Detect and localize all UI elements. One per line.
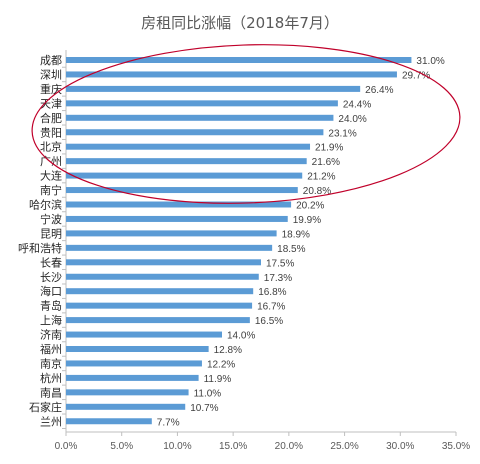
bar — [66, 288, 254, 295]
category-label: 合肥 — [40, 111, 62, 125]
category-label: 青岛 — [40, 299, 62, 313]
data-label: 12.2% — [207, 359, 235, 370]
category-label: 成都 — [40, 54, 62, 67]
bar — [66, 143, 311, 150]
category-label: 天津 — [40, 97, 62, 110]
x-tick-label: 15.0% — [219, 441, 247, 452]
category-label: 兰州 — [40, 415, 62, 428]
data-label: 10.7% — [190, 403, 218, 414]
bar — [66, 418, 152, 425]
bar — [66, 302, 253, 309]
bar — [66, 273, 259, 280]
category-label: 海口 — [40, 284, 62, 298]
data-label: 12.8% — [214, 345, 242, 356]
data-label: 29.7% — [402, 70, 430, 81]
x-tick-label: 35.0% — [442, 441, 470, 452]
data-label: 14.0% — [227, 331, 255, 342]
data-label: 23.1% — [328, 128, 356, 139]
bar — [66, 71, 397, 78]
x-tick-label: 25.0% — [330, 441, 358, 452]
category-label: 长沙 — [40, 271, 62, 284]
bar — [66, 215, 288, 222]
data-label: 21.9% — [315, 143, 343, 154]
category-label: 贵阳 — [40, 126, 62, 139]
data-label: 17.3% — [264, 273, 292, 284]
bar — [66, 259, 261, 266]
bar — [66, 129, 324, 136]
category-label: 南京 — [40, 356, 62, 370]
category-label: 重庆 — [40, 82, 62, 96]
data-label: 17.5% — [266, 258, 294, 269]
data-label: 11.0% — [194, 388, 222, 399]
data-label: 26.4% — [365, 85, 393, 96]
category-label: 深圳 — [40, 68, 62, 81]
highlight-ellipse — [31, 44, 461, 204]
bar — [66, 172, 303, 179]
category-label: 哈尔滨 — [29, 198, 62, 212]
data-label: 16.8% — [258, 287, 286, 298]
data-label: 18.9% — [282, 229, 310, 240]
bar — [66, 85, 361, 92]
x-tick-label: 20.0% — [275, 441, 303, 452]
data-label: 16.7% — [257, 302, 285, 313]
bar — [66, 230, 277, 237]
chart-title: 房租同比涨幅（2018年7月） — [141, 14, 339, 32]
bar — [66, 57, 412, 63]
bar — [66, 360, 202, 367]
data-label: 16.5% — [255, 316, 283, 327]
bar — [66, 187, 298, 194]
x-tick-label: 0.0% — [55, 441, 78, 452]
data-label: 24.0% — [338, 114, 366, 125]
category-label: 上海 — [40, 313, 62, 327]
data-label: 21.2% — [307, 172, 335, 183]
bar — [66, 158, 307, 165]
category-label: 南昌 — [40, 386, 62, 399]
data-label: 24.4% — [343, 99, 371, 110]
data-label: 31.0% — [416, 56, 444, 67]
bar — [66, 244, 273, 251]
x-tick-label: 5.0% — [110, 441, 133, 452]
bar — [66, 331, 222, 338]
category-label: 大连 — [40, 169, 62, 183]
data-label: 7.7% — [157, 417, 180, 428]
data-label: 11.9% — [204, 374, 232, 385]
category-label: 济南 — [40, 328, 62, 342]
x-tick-label: 30.0% — [386, 441, 414, 452]
x-tick-label: 10.0% — [163, 441, 191, 452]
plot-area: 成都 31.0% 深圳 29.7% 重庆 26.4% 天津 24.4% 合肥 24.0% 贵阳 23.… — [18, 44, 470, 452]
bar — [66, 403, 186, 410]
bar — [66, 201, 292, 208]
bar — [66, 374, 199, 381]
category-label: 石家庄 — [29, 400, 62, 414]
data-label: 18.5% — [277, 244, 305, 255]
category-label: 北京 — [40, 140, 62, 154]
category-label: 宁波 — [40, 212, 62, 226]
data-label: 20.8% — [303, 186, 331, 197]
category-label: 昆明 — [40, 227, 62, 240]
category-label: 南宁 — [40, 183, 62, 197]
category-label: 长春 — [40, 256, 62, 269]
category-label: 杭州 — [40, 371, 62, 385]
bar — [66, 346, 209, 352]
bar — [66, 100, 338, 107]
category-label: 呼和浩特 — [18, 241, 62, 255]
bar — [66, 389, 189, 396]
data-label: 21.6% — [312, 157, 340, 168]
data-label: 19.9% — [293, 215, 321, 226]
bar — [66, 114, 334, 121]
bar — [66, 317, 250, 324]
category-label: 福州 — [40, 342, 62, 356]
data-label: 20.2% — [296, 201, 324, 212]
